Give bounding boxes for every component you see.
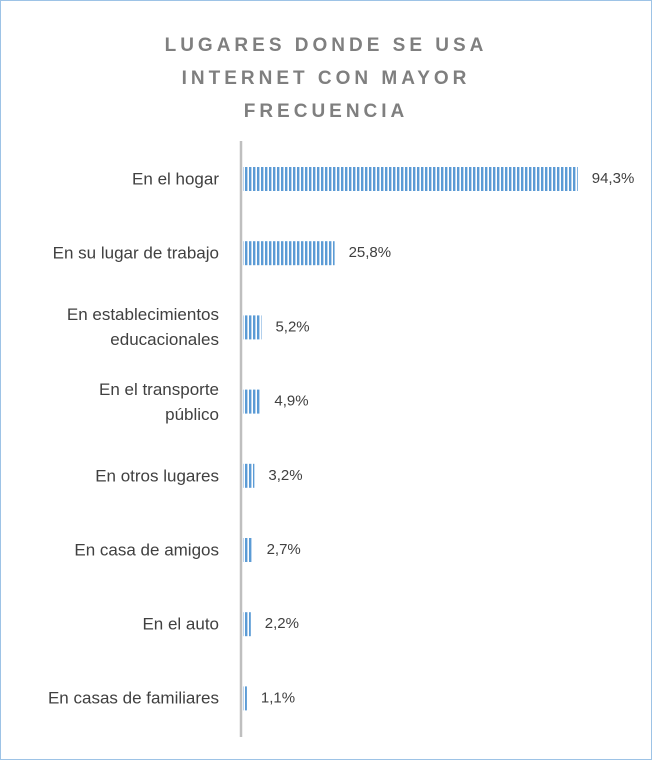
bar <box>243 612 251 637</box>
value-label: 2,2% <box>265 615 299 632</box>
value-label: 5,2% <box>275 318 309 335</box>
category-label: En el auto <box>142 614 219 634</box>
value-label: 4,9% <box>274 393 308 410</box>
bar <box>243 463 255 488</box>
category-label: En el transporte público <box>98 379 219 424</box>
value-label: 94,3% <box>592 170 635 187</box>
bar <box>243 686 247 711</box>
category-label: En otros lugares <box>95 466 219 486</box>
value-label: 1,1% <box>261 689 295 706</box>
chart-title: LUGARES DONDE SE USA INTERNET CON MAYOR … <box>164 35 488 122</box>
bar <box>243 315 262 340</box>
category-label: En casa de amigos <box>74 540 219 560</box>
category-label: En su lugar de trabajo <box>52 243 219 263</box>
bar <box>243 538 253 562</box>
bar <box>243 167 578 191</box>
value-label: 2,7% <box>267 541 301 558</box>
bar <box>243 241 335 266</box>
bar <box>243 389 261 414</box>
category-label: En casas de familiares <box>47 688 219 708</box>
category-label: En el hogar <box>132 169 219 189</box>
category-label: En establecimientos educacionales <box>66 305 219 350</box>
value-label: 3,2% <box>268 467 302 484</box>
value-label: 25,8% <box>349 244 392 261</box>
